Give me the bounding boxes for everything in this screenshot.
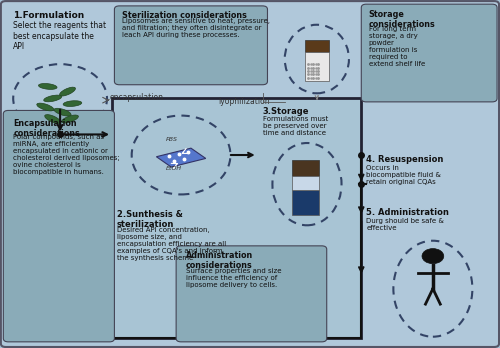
Text: Durg should be safe &
effective: Durg should be safe & effective: [366, 218, 444, 231]
Text: Desired API concentration,
liposome size, and
encapsulation efficiency are all
e: Desired API concentration, liposome size…: [117, 227, 226, 261]
Text: Sterilization considerations: Sterilization considerations: [122, 11, 246, 20]
Ellipse shape: [60, 87, 76, 96]
FancyBboxPatch shape: [292, 175, 320, 190]
Text: Surface properties and size
influence the efficiency of
liposome delivery to cel: Surface properties and size influence th…: [186, 268, 282, 288]
Text: Occurs in
biocompatible fluid &
retain original CQAs: Occurs in biocompatible fluid & retain o…: [366, 165, 441, 184]
FancyBboxPatch shape: [362, 4, 497, 102]
FancyBboxPatch shape: [176, 246, 326, 342]
Ellipse shape: [44, 95, 62, 102]
Text: Formulations must
be preserved over
time and distance: Formulations must be preserved over time…: [262, 116, 328, 136]
FancyBboxPatch shape: [114, 6, 268, 85]
Text: EtOH: EtOH: [166, 166, 182, 172]
Text: Encapsulation
considerations: Encapsulation considerations: [13, 119, 80, 139]
Ellipse shape: [44, 114, 60, 124]
Text: lyophilization: lyophilization: [218, 97, 270, 106]
Text: 2.Sunthesis &
sterilization: 2.Sunthesis & sterilization: [117, 210, 183, 229]
Polygon shape: [156, 148, 206, 167]
Ellipse shape: [37, 103, 54, 111]
Ellipse shape: [63, 101, 82, 106]
Text: encapsulation: encapsulation: [110, 93, 164, 102]
Text: 5. Administration: 5. Administration: [366, 208, 449, 217]
Text: Administration
considerations: Administration considerations: [186, 251, 254, 270]
Circle shape: [422, 248, 444, 264]
FancyBboxPatch shape: [292, 160, 320, 175]
FancyBboxPatch shape: [304, 40, 329, 52]
FancyBboxPatch shape: [4, 110, 114, 342]
Ellipse shape: [62, 115, 78, 123]
Text: PBS: PBS: [166, 137, 178, 142]
Text: 3.Storage: 3.Storage: [262, 107, 309, 116]
Text: 1.Formulation: 1.Formulation: [13, 11, 85, 20]
FancyBboxPatch shape: [304, 52, 329, 81]
FancyBboxPatch shape: [292, 190, 320, 215]
Ellipse shape: [38, 84, 57, 89]
Text: For long term
storage, a dry
powder
formulation is
required to
extend shelf life: For long term storage, a dry powder form…: [368, 26, 425, 68]
Text: 4. Resuspension: 4. Resuspension: [366, 155, 444, 164]
Text: Storage
considerations: Storage considerations: [368, 10, 436, 29]
FancyBboxPatch shape: [112, 98, 362, 338]
Text: Select the reagents that
best encapsulate the
API: Select the reagents that best encapsulat…: [13, 21, 106, 51]
Ellipse shape: [54, 108, 71, 116]
Text: Polar compounds, such as
miRNA, are efficiently
encapsulated in cationic or
chol: Polar compounds, such as miRNA, are effi…: [13, 134, 120, 175]
Text: Liposomes are sensitive to heat, pressure,
and filtration; they often disintegra: Liposomes are sensitive to heat, pressur…: [122, 18, 270, 38]
